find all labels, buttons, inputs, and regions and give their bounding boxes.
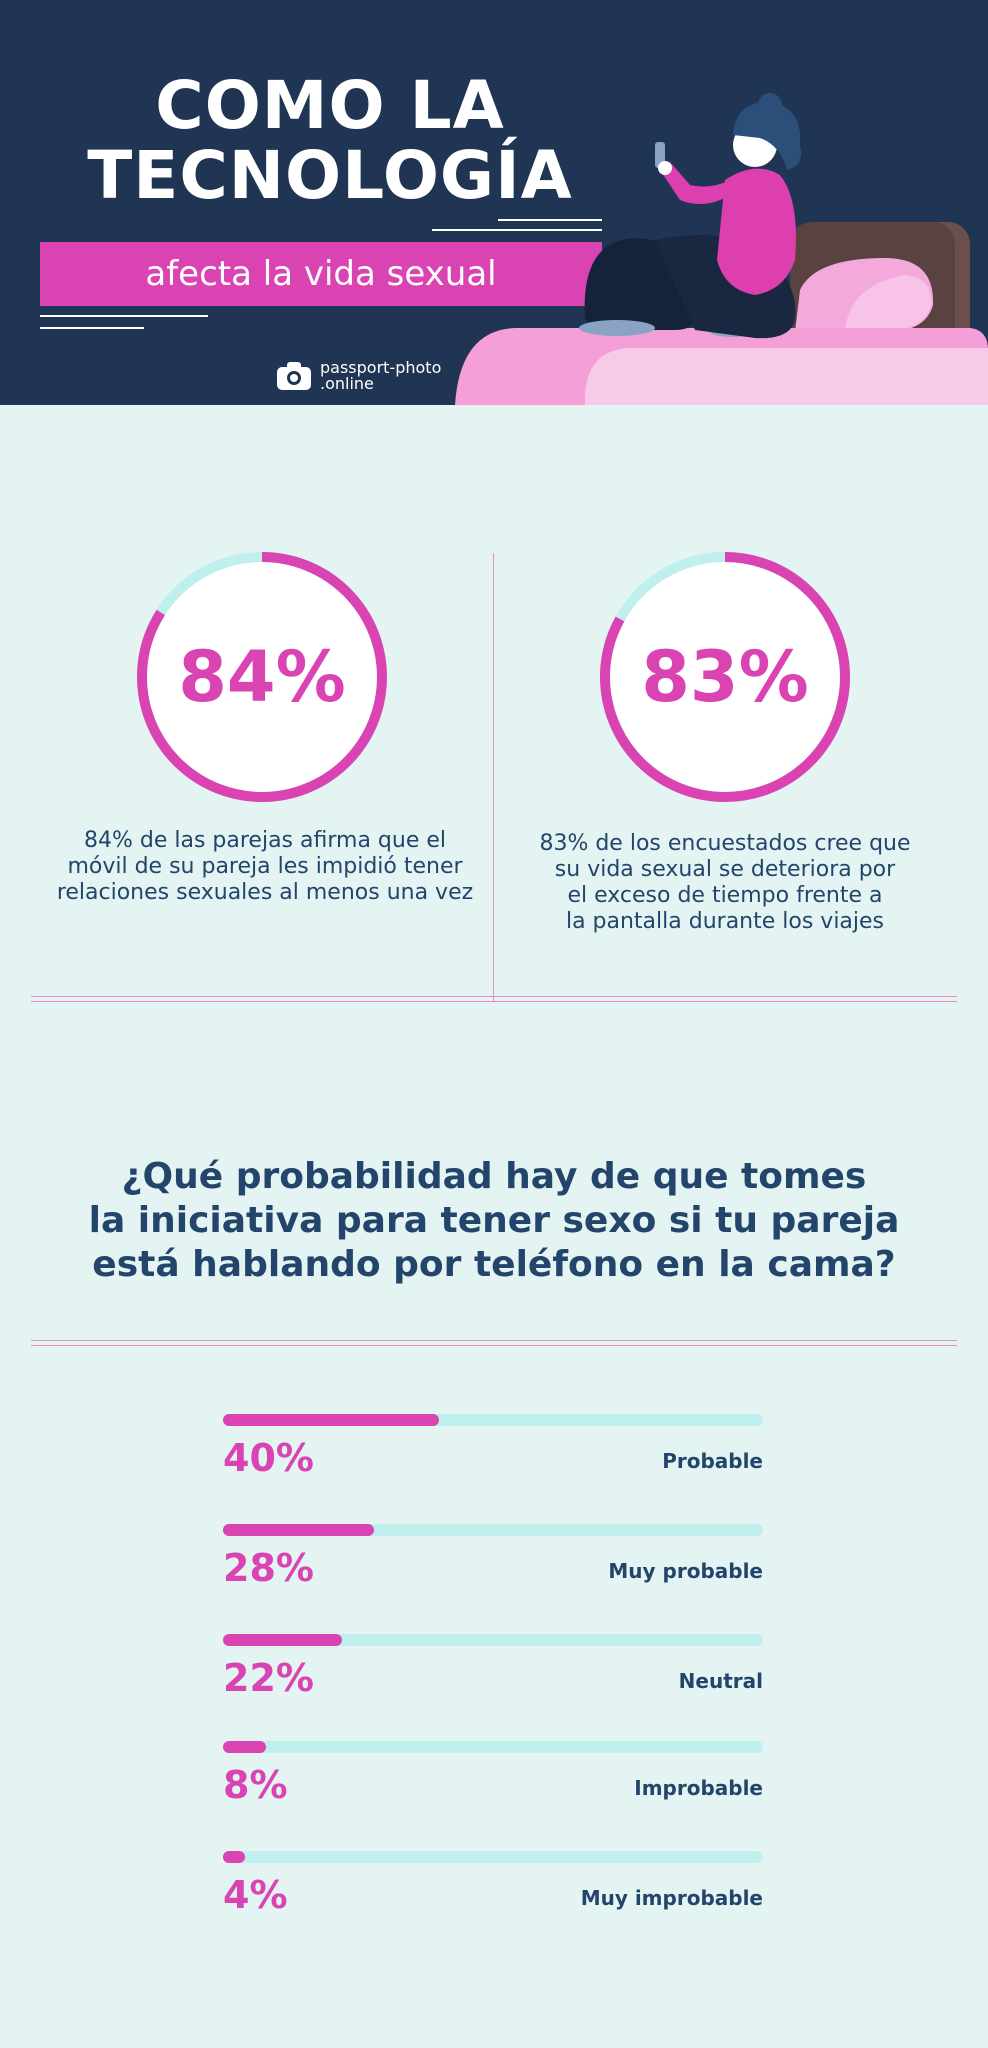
camera-icon bbox=[277, 362, 311, 390]
bar-category-label: Probable bbox=[662, 1449, 763, 1473]
stat-ring-83: 83% bbox=[599, 551, 851, 803]
subtitle-band: afecta la vida sexual bbox=[40, 242, 602, 306]
section-divider bbox=[31, 1345, 957, 1346]
bar-row: 8% Improbable bbox=[223, 1741, 763, 1821]
progress-ring bbox=[137, 552, 387, 802]
bar-value-label: 28% bbox=[223, 1546, 314, 1590]
bar-track bbox=[223, 1741, 763, 1753]
bar-value-label: 40% bbox=[223, 1436, 314, 1480]
section-divider bbox=[31, 996, 957, 997]
bar-track bbox=[223, 1634, 763, 1646]
ring-progress-arc bbox=[137, 552, 387, 802]
bar-row: 22% Neutral bbox=[223, 1634, 763, 1714]
decor-line bbox=[40, 315, 208, 317]
stat-value: 83% bbox=[641, 636, 809, 718]
stat-description: 83% de los encuestados cree que su vida … bbox=[539, 831, 911, 934]
survey-question: ¿Qué probabilidad hay de que tomes la in… bbox=[88, 1156, 900, 1285]
title-line-2: TECNOLOGÍA bbox=[87, 137, 573, 214]
decor-line bbox=[498, 219, 602, 221]
bar-value-label: 22% bbox=[223, 1656, 314, 1700]
section-divider bbox=[31, 1340, 957, 1341]
brand-logo: passport-photo .online bbox=[276, 356, 441, 396]
bar-row: 28% Muy probable bbox=[223, 1524, 763, 1604]
stat-value: 84% bbox=[178, 636, 346, 718]
bar-value-label: 8% bbox=[223, 1763, 288, 1807]
bar-category-label: Improbable bbox=[634, 1776, 763, 1800]
bar-value-label: 4% bbox=[223, 1873, 288, 1917]
bar-fill bbox=[223, 1851, 245, 1863]
bar-category-label: Neutral bbox=[678, 1669, 763, 1693]
bar-row: 40% Probable bbox=[223, 1414, 763, 1494]
bar-category-label: Muy probable bbox=[608, 1559, 763, 1583]
header-banner: COMO LA TECNOLOGÍA afecta la vida sexual… bbox=[0, 0, 988, 405]
title-line-1: COMO LA bbox=[155, 67, 505, 144]
ring-progress-arc bbox=[600, 552, 850, 802]
section-divider bbox=[31, 1001, 957, 1002]
brand-name: passport-photo .online bbox=[320, 358, 442, 393]
decor-line bbox=[40, 327, 144, 329]
woman-on-bed-illustration bbox=[455, 93, 988, 405]
stat-ring-84: 84% bbox=[136, 551, 388, 803]
column-divider bbox=[493, 553, 494, 1001]
bar-fill bbox=[223, 1524, 375, 1536]
bar-fill bbox=[223, 1741, 267, 1753]
bar-fill bbox=[223, 1414, 439, 1426]
bar-row: 4% Muy improbable bbox=[223, 1851, 763, 1931]
bar-fill bbox=[223, 1634, 342, 1646]
bar-track bbox=[223, 1414, 763, 1426]
bar-category-label: Muy improbable bbox=[580, 1886, 763, 1910]
progress-ring bbox=[600, 552, 850, 802]
bar-track bbox=[223, 1524, 763, 1536]
stat-description: 84% de las parejas afirma que el móvil d… bbox=[56, 828, 474, 905]
decor-line bbox=[432, 229, 602, 231]
bar-track bbox=[223, 1851, 763, 1863]
subtitle: afecta la vida sexual bbox=[145, 254, 497, 294]
